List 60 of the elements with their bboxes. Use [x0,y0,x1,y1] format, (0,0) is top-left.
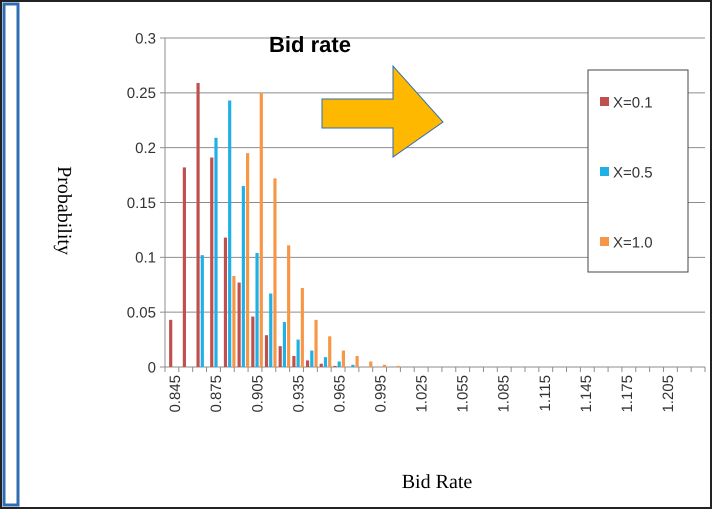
chart-title: Bid rate [269,32,351,57]
x-tick-label: 0.965 [331,375,348,413]
y-tick-label: 0 [148,359,156,376]
x-tick-label: 0.905 [249,375,266,413]
x-tick-label: 0.935 [290,375,308,413]
bar [182,167,186,367]
bar [287,245,290,367]
bar [232,276,236,367]
y-tick-label: 0.1 [135,250,156,267]
bar [314,320,318,367]
bar [196,82,200,367]
bar [238,282,241,367]
x-tick-label: 1.175 [618,375,636,413]
bar [356,356,359,367]
y-tick-label: 0.05 [126,304,156,322]
bar [214,138,218,367]
x-tick-label: 0.875 [208,375,226,413]
bar [300,288,304,367]
y-tick-label: 0.15 [126,194,156,212]
x-tick-label: 0.845 [167,375,184,413]
bar [200,255,204,367]
bar [260,92,263,367]
bar [255,252,259,367]
y-tick-label: 0.25 [126,85,156,102]
x-tick-label: 1.025 [414,375,431,413]
y-axis-title: Probability [53,166,75,255]
legend-label: X=1.0 [613,234,653,252]
legend-label: X=0.5 [613,164,653,182]
bar [369,362,372,367]
bar [310,350,314,367]
bar [228,100,232,367]
bar [246,153,250,367]
bar [264,335,268,367]
bar [296,340,300,367]
x-tick-label: 1.085 [496,375,513,413]
bar [169,320,172,367]
x-tick-label: 1.145 [578,375,595,413]
bar [292,356,296,367]
bar [338,362,341,367]
x-axis-title: Bid Rate [402,471,472,493]
legend-label: X=0.1 [613,94,653,112]
x-tick-label: 0.995 [372,375,390,413]
x-tick-label: 1.205 [660,375,677,413]
bar [273,178,277,367]
y-tick-label: 0.3 [135,30,156,48]
bar [224,238,228,367]
bar [328,336,332,367]
bar [342,350,345,367]
bar [251,316,254,367]
x-tick-label: 1.055 [454,375,472,413]
bar [278,346,282,367]
bar [242,186,245,367]
bar [282,322,286,367]
bar [210,158,214,367]
x-tick-label: 1.115 [536,375,554,412]
y-tick-label: 0.2 [135,140,156,157]
bar [324,357,328,367]
bar [320,364,323,367]
bar [269,294,272,367]
bar [306,360,310,367]
